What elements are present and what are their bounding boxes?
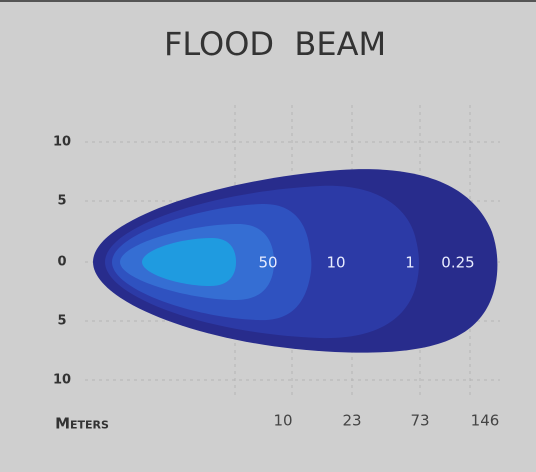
top-border	[0, 0, 536, 2]
y-label: 5	[57, 314, 66, 329]
x-label: 146	[471, 412, 500, 430]
x-label: 23	[342, 412, 361, 430]
y-axis-labels: 10 5 0 5 10	[53, 135, 71, 388]
contour-label: 10	[326, 254, 345, 272]
contour-core	[142, 238, 236, 286]
contour-label: 0.25	[441, 254, 474, 272]
x-axis-title: Meters	[55, 415, 109, 433]
contour-labels: 50 10 1 0.25	[258, 254, 474, 272]
y-label: 10	[53, 135, 71, 150]
x-axis-labels: Meters 10 23 73 146	[55, 412, 499, 433]
beam	[93, 169, 498, 353]
y-label: 10	[53, 373, 71, 388]
y-label: 5	[57, 194, 66, 209]
x-label: 10	[273, 412, 292, 430]
title: FLOOD BEAM	[164, 25, 386, 63]
x-label: 73	[410, 412, 429, 430]
contour-label: 50	[258, 254, 277, 272]
y-label: 0	[57, 255, 66, 270]
contour-label: 1	[405, 254, 415, 272]
